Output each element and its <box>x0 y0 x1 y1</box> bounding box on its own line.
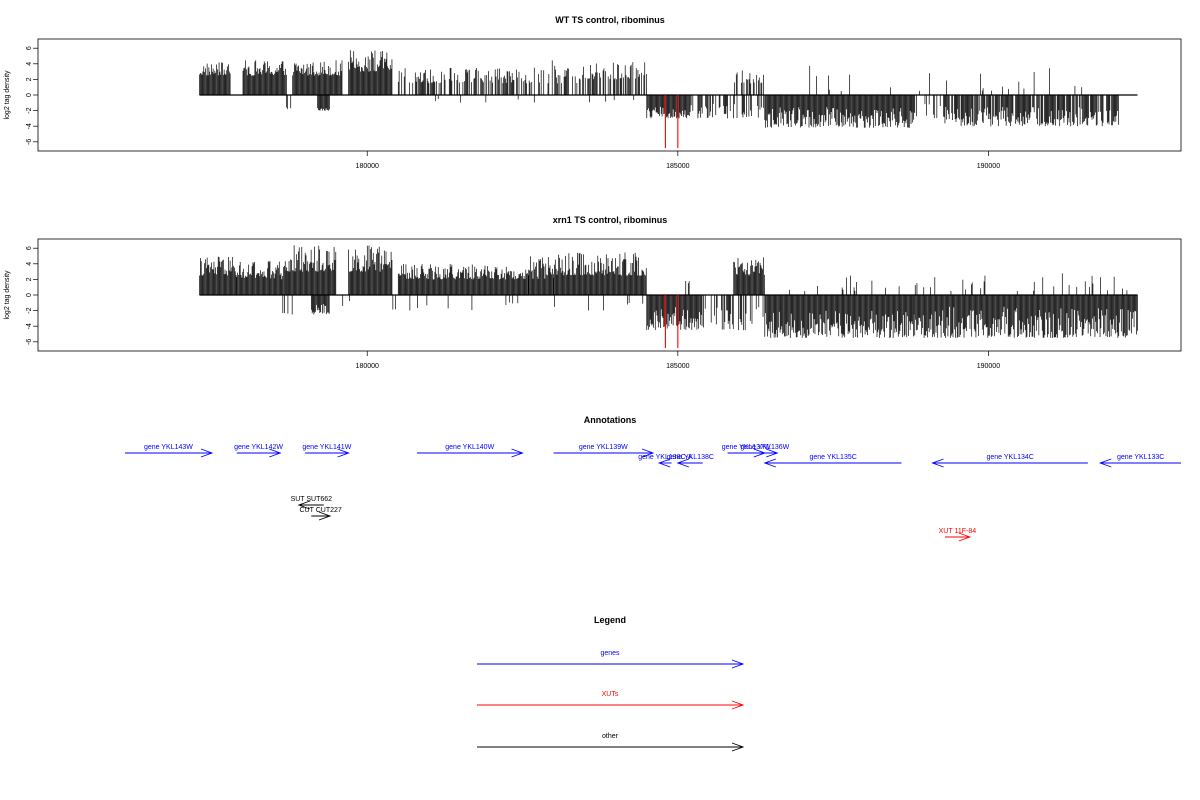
feature-label: XUT 11F-84 <box>939 528 977 535</box>
y-tick-label: -2 <box>26 307 33 313</box>
legend-item: XUTs <box>477 691 745 710</box>
feature-label: gene YKL140W <box>445 444 494 451</box>
annotation-feature: XUT 11F-84 <box>939 528 977 542</box>
feature-arrowhead <box>931 458 944 468</box>
legend-arrowhead <box>731 742 745 752</box>
annotation-feature: gene YKL133C <box>1098 454 1181 468</box>
y-tick-label: 2 <box>26 277 33 281</box>
legend-panel: Legend genes XUTs other <box>477 615 745 752</box>
feature-arrowhead <box>318 511 332 521</box>
bars <box>199 50 1138 149</box>
annotation-feature: gene YKL140W <box>416 444 524 458</box>
annotation-feature: gene YKL138C-A <box>638 454 693 468</box>
panel-title: xrn1 TS control, ribominus <box>553 215 668 225</box>
feature-label: CUT CUT227 <box>300 507 342 514</box>
feature-label: gene YKL133C <box>1117 454 1164 461</box>
legend-item: genes <box>477 650 745 669</box>
feature-arrowhead <box>657 458 671 468</box>
feature-arrowhead <box>511 448 524 458</box>
annotation-feature: gene YKL139W <box>553 444 655 458</box>
y-tick-label: -6 <box>26 339 33 345</box>
feature-label: gene YKL142W <box>234 444 283 451</box>
legend-arrowhead <box>731 659 745 669</box>
annotation-feature: gene YKL135C <box>763 454 902 468</box>
x-axis: 180000 185000 190000 <box>356 351 1000 370</box>
y-tick-label: 0 <box>26 293 33 297</box>
x-axis: 180000 185000 190000 <box>356 151 1000 170</box>
legend-label: genes <box>600 650 620 657</box>
annotation-feature: CUT CUT227 <box>300 507 342 521</box>
panel-title: WT TS control, ribominus <box>555 15 665 25</box>
feature-arrowhead <box>200 448 214 458</box>
y-tick-label: -2 <box>26 107 33 113</box>
feature-arrowhead <box>958 532 972 542</box>
legend-label: XUTs <box>602 691 619 698</box>
y-tick-label: -4 <box>26 323 33 329</box>
feature-arrowhead <box>337 448 350 458</box>
feature-arrowhead <box>766 448 779 458</box>
xrn1-panel: xrn1 TS control, ribominus log2 tag dens… <box>4 215 1182 370</box>
wt-panel: WT TS control, ribominus log2 tag densit… <box>4 15 1182 170</box>
annotation-feature: gene YKL138C <box>667 454 714 468</box>
x-tick-label: 180000 <box>356 363 379 370</box>
feature-label: gene YKL134C <box>986 454 1033 461</box>
x-tick-label: 190000 <box>977 363 1000 370</box>
bars <box>199 245 1138 349</box>
x-tick-label: 185000 <box>666 163 689 170</box>
feature-label: SUT SUT662 <box>291 496 333 503</box>
y-tick-label: 0 <box>26 93 33 97</box>
feature-arrowhead <box>763 458 776 468</box>
feature-arrowhead <box>641 448 655 458</box>
feature-label: gene YKL136W <box>740 444 789 451</box>
annotation-tracks: gene YKL143W gene YKL142W gene YKL141W gene… <box>124 444 1181 542</box>
legend-title: Legend <box>594 615 626 625</box>
annotation-feature: gene YKL141W <box>302 444 352 458</box>
x-tick-label: 180000 <box>356 163 379 170</box>
y-axis-label: log2 tag density <box>4 70 11 120</box>
y-tick-label: 2 <box>26 77 33 81</box>
y-tick-label: -6 <box>26 139 33 145</box>
feature-arrowhead <box>297 500 311 510</box>
annotation-feature: SUT SUT662 <box>291 496 333 510</box>
y-axis-label: log2 tag density <box>4 270 11 320</box>
y-axis: -6 -4 -2 0 2 4 6 <box>26 246 38 345</box>
feature-label: gene YKL143W <box>144 444 193 451</box>
feature-label: gene YKL139W <box>579 444 628 451</box>
feature-arrowhead <box>676 458 689 468</box>
y-tick-label: 4 <box>26 62 33 66</box>
feature-label: gene YKL138C-A <box>638 454 693 461</box>
annotations-title: Annotations <box>584 415 637 425</box>
x-tick-label: 185000 <box>666 363 689 370</box>
legend-label: other <box>602 733 619 740</box>
feature-label: gene YKL138C <box>667 454 714 461</box>
feature-label: gene YKL135C <box>809 454 856 461</box>
y-tick-label: 4 <box>26 262 33 266</box>
feature-label: gene YKL141W <box>302 444 351 451</box>
feature-arrowhead <box>269 448 282 458</box>
annotations-panel: Annotations gene YKL143W gene YKL142W gene… <box>124 415 1181 542</box>
feature-label: gene YKL137W <box>722 444 771 451</box>
y-tick-label: 6 <box>26 246 33 250</box>
annotation-feature: gene YKL142W <box>234 444 283 458</box>
feature-arrowhead <box>1098 458 1112 468</box>
y-tick-label: 6 <box>26 46 33 50</box>
annotation-feature: gene YKL136W <box>740 444 790 458</box>
legend-items: genes XUTs other <box>477 650 745 752</box>
y-axis: -6 -4 -2 0 2 4 6 <box>26 46 38 145</box>
x-tick-label: 190000 <box>977 163 1000 170</box>
legend-arrowhead <box>731 700 745 710</box>
annotation-feature: gene YKL143W <box>124 444 214 458</box>
legend-item: other <box>477 733 745 752</box>
annotation-feature: gene YKL134C <box>931 454 1088 468</box>
y-tick-label: -4 <box>26 123 33 129</box>
